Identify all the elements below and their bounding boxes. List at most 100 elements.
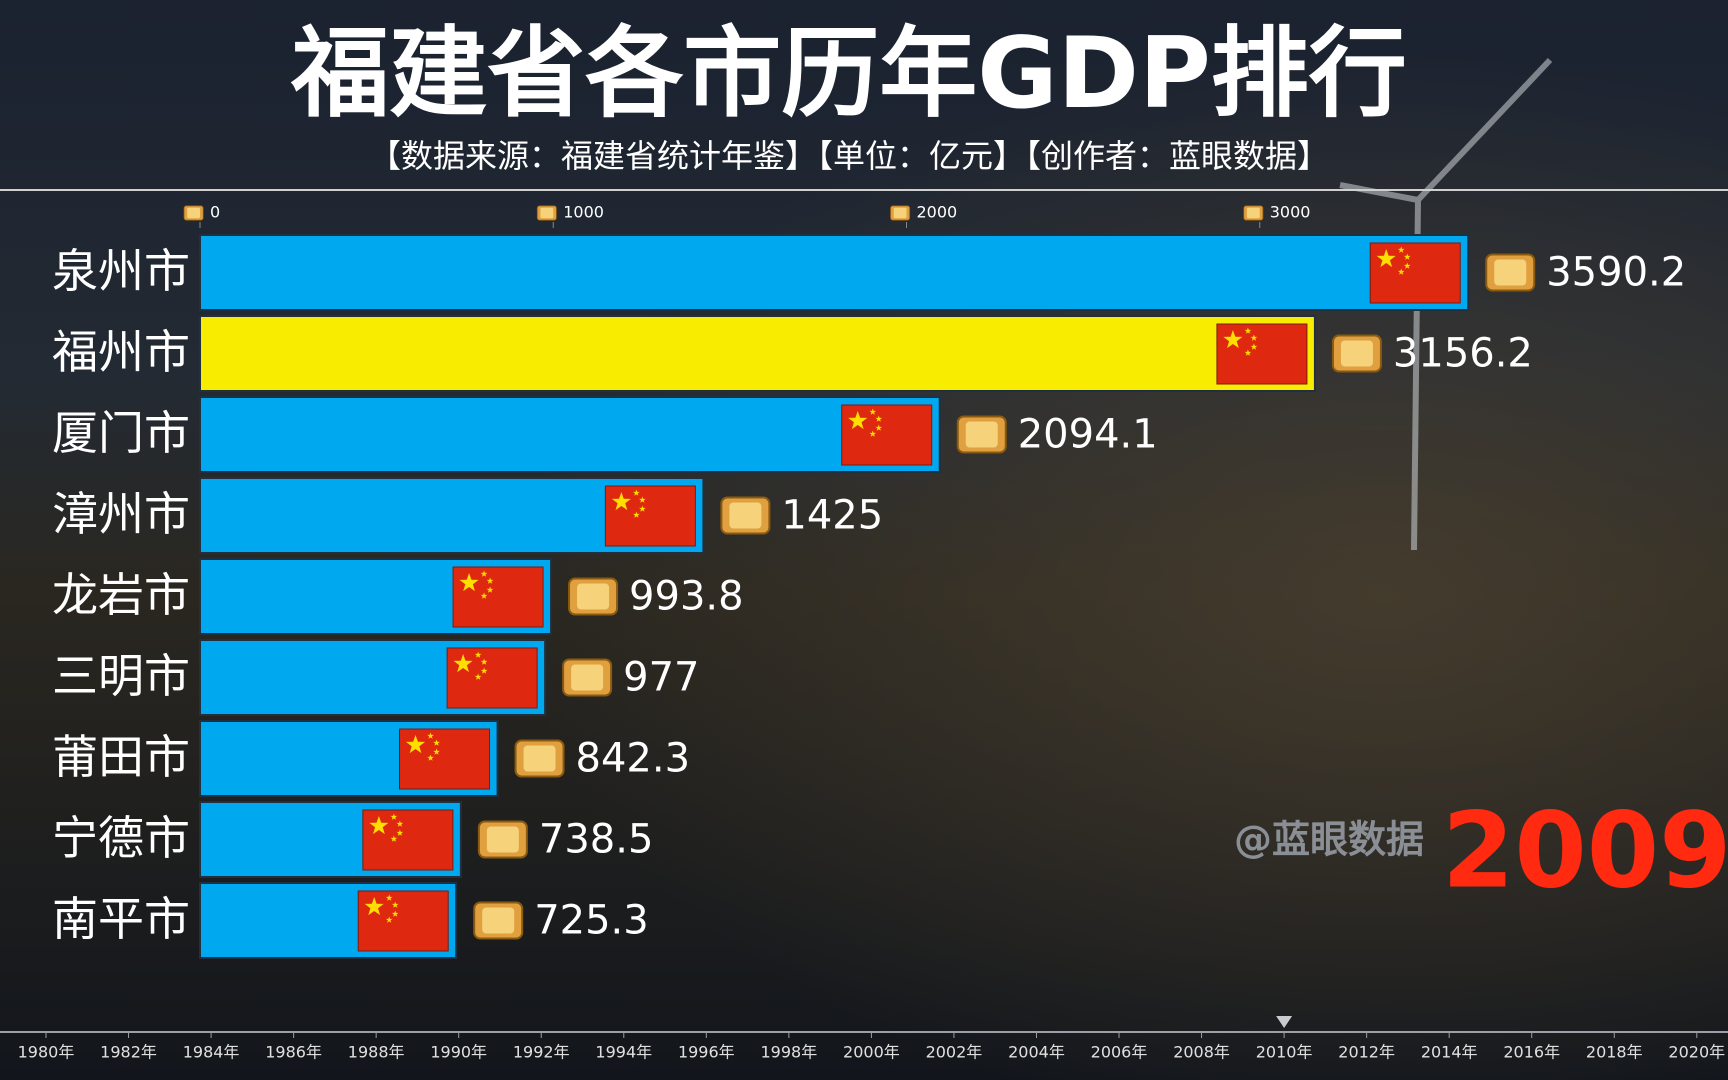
value-label: 738.5 [539, 817, 654, 863]
bar [199, 315, 1316, 392]
value-label: 2094.1 [1018, 412, 1158, 458]
flag-star [480, 667, 488, 674]
flag-star [364, 897, 384, 916]
value-icon [477, 820, 528, 859]
value-label: 977 [623, 655, 699, 701]
flag-star [486, 586, 494, 593]
value-icon [473, 901, 524, 940]
chart-title: 福建省各市历年GDP排行 [290, 17, 1407, 131]
flag-star [433, 739, 440, 746]
timeline-label: 1988年 [348, 1043, 405, 1062]
flag-star [391, 910, 399, 917]
flag-star [1244, 327, 1252, 334]
timeline-label: 1982年 [100, 1043, 157, 1062]
timeline-label: 2016年 [1503, 1043, 1560, 1062]
flag [399, 728, 491, 790]
flag [841, 404, 933, 466]
value-icon [956, 415, 1007, 454]
coin-face [523, 745, 556, 772]
category-label: 厦门市 [52, 406, 190, 460]
timeline-label: 2012年 [1338, 1043, 1395, 1062]
flag-star [1250, 343, 1258, 350]
flag-field [1369, 242, 1461, 304]
bar [199, 396, 941, 473]
category-label: 泉州市 [52, 244, 190, 298]
flag-star [390, 813, 398, 820]
timeline-label: 2020年 [1668, 1043, 1725, 1062]
category-label: 宁德市 [52, 811, 190, 865]
value-label: 3156.2 [1393, 331, 1533, 377]
flag-star [453, 654, 473, 673]
timeline-label: 2002年 [926, 1043, 983, 1062]
coin-face [577, 583, 610, 610]
flag-star [385, 894, 393, 901]
flag-star [480, 592, 488, 599]
flag-star [427, 754, 434, 761]
timeline-label: 1980年 [18, 1043, 75, 1062]
x-tick-label: 1000 [563, 203, 604, 222]
flag-star [1244, 349, 1252, 356]
flag-star [385, 916, 393, 923]
flag-star [1397, 268, 1405, 275]
flag-field [446, 647, 538, 709]
current-period: 2009年 [1442, 789, 1728, 911]
flag [452, 566, 544, 628]
timeline-label: 2004年 [1008, 1043, 1065, 1062]
flag [362, 809, 454, 871]
flag-star [611, 492, 631, 511]
timeline-label: 2018年 [1586, 1043, 1643, 1062]
flag-star [639, 496, 646, 503]
timeline-label: 2006年 [1091, 1043, 1148, 1062]
coin-face [187, 207, 200, 219]
coin-face [729, 502, 762, 529]
coin-face [893, 207, 907, 219]
flag [446, 647, 538, 709]
value-label: 725.3 [534, 898, 649, 944]
category-label: 福州市 [52, 325, 190, 379]
flag-star [633, 489, 640, 496]
timeline-label: 1990年 [430, 1043, 487, 1062]
coin-face [571, 664, 604, 691]
timeline-label: 1994年 [595, 1043, 652, 1062]
timeline-label: 1998年 [760, 1043, 817, 1062]
chart-subtitle: 【数据来源：福建省统计年鉴】【单位：亿元】【创作者：蓝眼数据】 [369, 137, 1329, 175]
timeline-label: 1996年 [678, 1043, 735, 1062]
coin-face [482, 907, 515, 934]
value-icon [568, 577, 619, 616]
flag-star [391, 901, 399, 908]
timeline-label: 1984年 [183, 1043, 240, 1062]
value-label: 842.3 [576, 736, 691, 782]
value-icon [1485, 253, 1536, 292]
flag-field [399, 728, 491, 790]
timeline-label: 1992年 [513, 1043, 570, 1062]
flag-star [433, 748, 440, 755]
value-icon [562, 658, 613, 697]
flag-star [396, 820, 404, 827]
x-tick-icon [1243, 205, 1264, 221]
flag-field [604, 485, 696, 547]
flag-star [427, 732, 434, 739]
x-tick-label: 0 [210, 203, 220, 222]
flag-field [357, 890, 449, 952]
flag-star [459, 573, 479, 592]
flag-star [396, 829, 404, 836]
category-label: 龙岩市 [52, 568, 190, 622]
flag-star [869, 430, 877, 437]
timeline-label: 1986年 [265, 1043, 322, 1062]
x-tick-icon [183, 205, 204, 221]
flag-star [1250, 334, 1258, 341]
timeline-label: 2000年 [843, 1043, 900, 1062]
x-tick-label: 3000 [1270, 203, 1311, 222]
flag-star [480, 658, 488, 665]
flag-star [486, 577, 494, 584]
flag-star [474, 651, 482, 658]
watermark: @蓝眼数据 [1234, 818, 1424, 862]
x-tick-icon [536, 205, 557, 221]
flag-star [875, 424, 883, 431]
flag-star [869, 408, 877, 415]
x-tick-icon [890, 205, 911, 221]
flag-field [1216, 323, 1308, 385]
flag [1216, 323, 1308, 385]
